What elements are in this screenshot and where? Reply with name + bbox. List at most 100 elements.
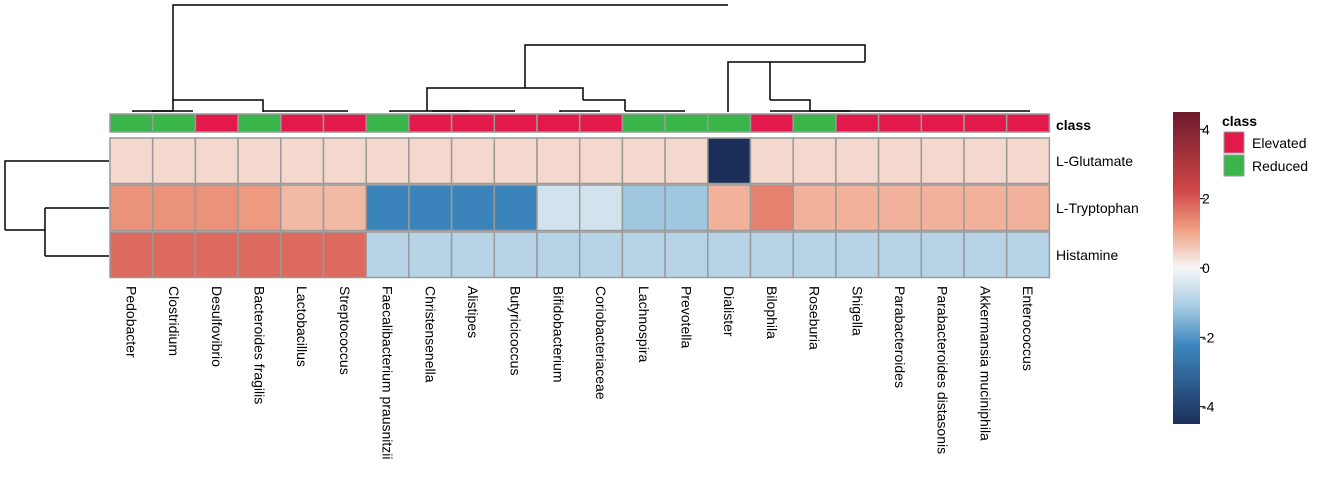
heatmap-cell [151,231,197,279]
class-annotation-cell [920,113,965,133]
column-label: Bilophila [764,286,780,339]
column-label: Parabacteroides [892,286,908,388]
class-annotation-cell [109,113,154,133]
column-label: Enterococcus [1020,286,1036,371]
column-label: Lachnospira [636,286,652,362]
heatmap-cell [1005,231,1051,279]
heatmap-cell [365,137,410,185]
class-annotation-cell [322,113,367,133]
heatmap-cell [792,231,837,279]
dendrogram-branch [4,160,109,230]
heatmap-cell [578,231,624,279]
column-label: Bifidobacterium [550,286,566,383]
heatmap-cell [536,137,581,185]
column-label: Shigella [849,286,865,336]
heatmap-cell [792,184,837,232]
column-label: Christensenella [422,286,438,383]
class-annotation-cell [1005,113,1051,133]
heatmap-cell [877,184,923,232]
class-annotation-cell [408,113,453,133]
heatmap-cell [365,231,410,279]
class-annotation-cell [707,113,752,133]
heatmap-cell [578,184,624,232]
heatmap-cell [963,184,1008,232]
dendrogram-branch [727,61,865,112]
heatmap-cell [621,231,666,279]
heatmap-cell [194,184,239,232]
heatmap-cell [237,184,282,232]
heatmap-cell [322,137,367,185]
heatmap-cell [707,231,752,279]
dendrogram-branch [559,110,600,112]
heatmap-cells [109,137,1051,279]
color-bar-tick-label: 0 [1202,260,1210,276]
column-label: Butyricicoccus [508,286,524,375]
row-label: Histamine [1056,247,1118,263]
class-annotation-cell [493,113,538,133]
heatmap-cell [450,231,496,279]
column-label: Akkermansia muciniphila [977,286,993,441]
class-annotation-cell [877,113,923,133]
color-bar-tick-label: 2 [1202,191,1210,207]
heatmap-cell [280,231,325,279]
row-dendrogram [4,160,109,257]
heatmap-cell [578,137,624,185]
class-legend: class Elevated Reduced [1222,113,1308,177]
class-annotation-cell [963,113,1008,133]
heatmap-cell [920,231,965,279]
column-dendrogram [132,4,1030,112]
heatmap-cell [963,137,1008,185]
heatmap-cell [109,137,154,185]
heatmap-cell [151,184,197,232]
heatmap-cell [707,137,752,185]
heatmap-cell [408,184,453,232]
column-label: Dialister [721,286,737,337]
heatmap-cell [664,231,709,279]
heatmap-cell [536,184,581,232]
class-annotation-cell [280,113,325,133]
class-annotation-cell [664,113,709,133]
heatmap-cell [835,137,880,185]
heatmap-cell [707,184,752,232]
color-bar-tick-label: 4 [1202,121,1210,137]
column-labels: Pedobacter Clostridium Desulfovibrio Bacter… [123,286,1036,460]
heatmap-cell [237,231,282,279]
heatmap-cell [536,231,581,279]
heatmap-cell [1005,137,1051,185]
color-bar-tick-label: -4 [1202,399,1215,415]
heatmap-cell [280,184,325,232]
heatmap-cell [408,137,453,185]
dendrogram-branch [524,44,866,88]
class-annotation-cell [194,113,239,133]
column-label: Streptococcus [337,286,353,375]
class-annotation-cell [151,113,197,133]
class-annotation-cell [450,113,496,133]
class-legend-label: Reduced [1252,158,1308,174]
class-legend-swatch [1223,154,1245,177]
heatmap-cell [621,184,666,232]
class-annotation-cell [365,113,410,133]
class-annotation-cell [749,113,794,133]
column-label: Clostridium [166,286,182,356]
class-annotation-cell [536,113,581,133]
class-track-label: class [1056,117,1091,133]
column-label: Lactobacillus [294,286,310,367]
heatmap-cell [322,184,367,232]
heatmap-cell [280,137,325,185]
dendrogram-branch [132,99,264,112]
heatmap-cell [963,231,1008,279]
heatmap-cell [1005,184,1051,232]
heatmap-cell [109,184,154,232]
class-annotation-cell [578,113,624,133]
class-annotation-track [109,113,1051,133]
heatmap-cell [920,184,965,232]
heatmap-cell [109,231,154,279]
heatmap-cell [749,231,794,279]
color-bar-ticks: 4 2 0 -2 -4 [1200,121,1215,415]
heatmap-cell [493,137,538,185]
class-annotation-cell [835,113,880,133]
column-label: Desulfovibrio [209,286,225,367]
heatmap-cell [877,231,923,279]
color-bar [1173,112,1200,424]
